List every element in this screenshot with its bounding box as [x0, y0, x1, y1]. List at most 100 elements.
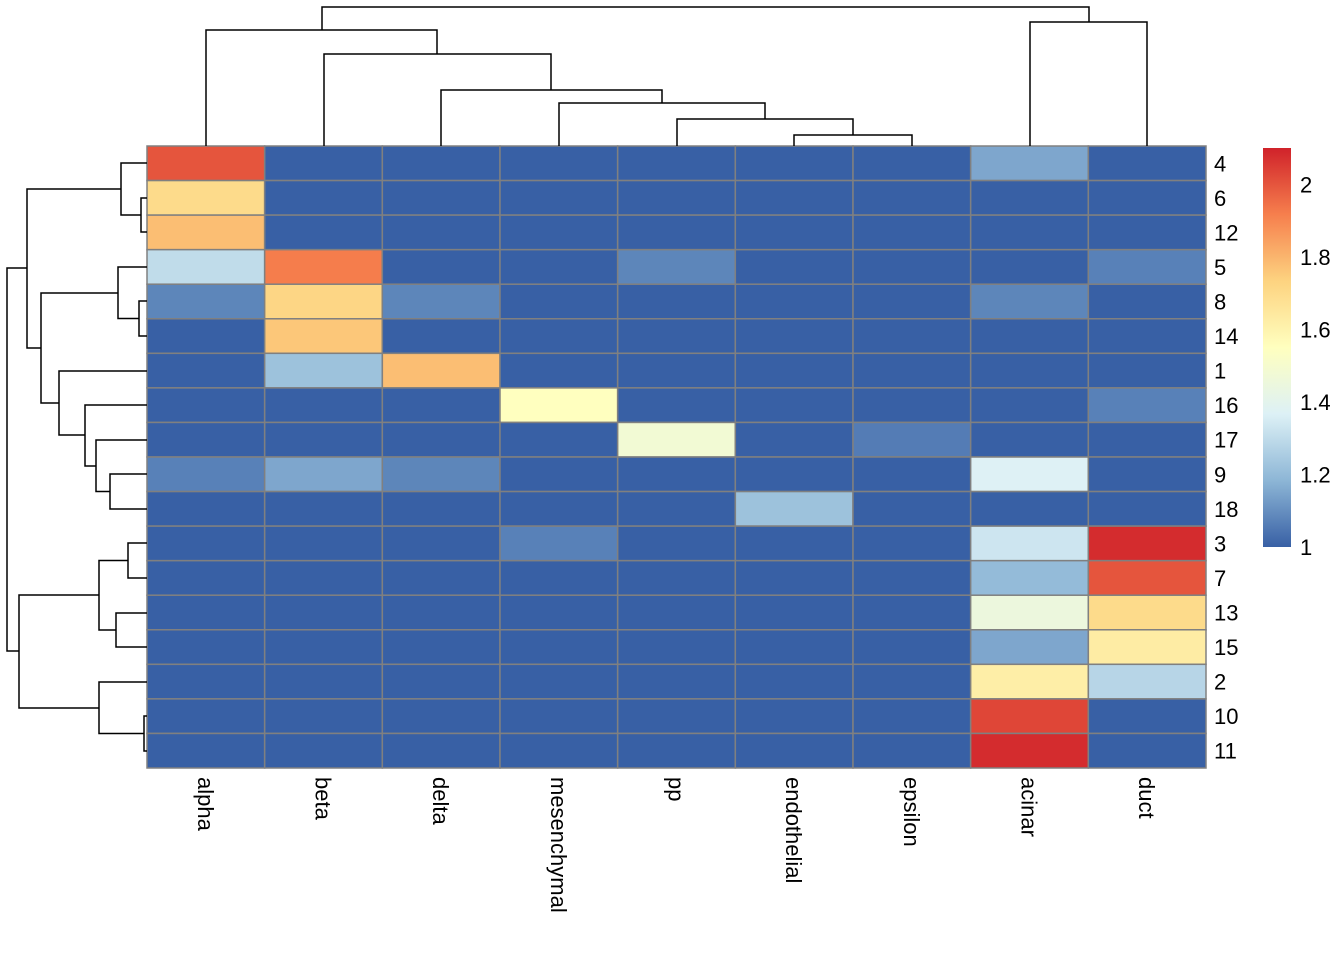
heatmap-cell: [381, 698, 501, 735]
heatmap-cell: [734, 732, 854, 769]
heatmap-cell: [381, 145, 501, 182]
column-label: beta: [311, 777, 336, 821]
heatmap-cell: [852, 456, 972, 493]
heatmap-cell: [263, 387, 384, 424]
heatmap-cell: [616, 283, 737, 320]
row-dendrogram: [6, 162, 147, 752]
heatmap-cell: [734, 525, 854, 562]
heatmap-cell: [734, 698, 854, 735]
heatmap-cell: [381, 214, 501, 251]
heatmap-cell: [852, 387, 972, 424]
heatmap-cell: [146, 421, 266, 458]
heatmap-cell: [969, 421, 1090, 458]
heatmap-cell: [1087, 732, 1207, 769]
heatmap-cell: [734, 318, 854, 355]
heatmap-cell: [381, 283, 501, 320]
column-label: pp: [664, 777, 689, 801]
heatmap-cell: [852, 318, 972, 355]
heatmap-cell: [616, 732, 737, 769]
heatmap-cell: [852, 214, 972, 251]
heatmap-cell: [616, 594, 737, 631]
row-label: 10: [1214, 704, 1238, 729]
heatmap-cell: [734, 490, 854, 527]
heatmap-cell: [1087, 283, 1207, 320]
heatmap-cell: [969, 559, 1090, 596]
row-label: 16: [1214, 393, 1238, 418]
heatmap-cell: [381, 248, 501, 285]
heatmap-cell: [969, 145, 1090, 182]
heatmap-cell: [146, 179, 266, 216]
heatmap-cell: [381, 490, 501, 527]
heatmap-cell: [381, 629, 501, 666]
column-labels: alpha beta delta mesenchymal pp endothelial ep…: [193, 777, 1159, 913]
heatmap-cell: [263, 629, 384, 666]
heatmap-cell: [1087, 559, 1207, 596]
heatmap-cell: [1087, 594, 1207, 631]
heatmap-cell: [1087, 456, 1207, 493]
heatmap-cell: [381, 663, 501, 700]
column-label: acinar: [1017, 777, 1042, 837]
heatmap-cell: [1087, 525, 1207, 562]
heatmap-cell: [1087, 698, 1207, 735]
row-label: 14: [1214, 324, 1238, 349]
heatmap-cell: [146, 248, 266, 285]
heatmap-cell: [263, 456, 384, 493]
legend-tick-label: 2: [1300, 172, 1312, 197]
heatmap-cell: [616, 629, 737, 666]
heatmap-cell: [499, 387, 619, 424]
heatmap-cell: [499, 352, 619, 389]
row-label: 6: [1214, 186, 1226, 211]
column-dendrogram: [205, 6, 1148, 146]
heatmap-cell: [263, 318, 384, 355]
heatmap-cell: [263, 352, 384, 389]
heatmap-cell: [146, 663, 266, 700]
heatmap-cell: [263, 283, 384, 320]
heatmap-cell: [263, 732, 384, 769]
heatmap-cell: [852, 698, 972, 735]
heatmap-cell: [146, 629, 266, 666]
row-label: 5: [1214, 255, 1226, 280]
color-legend: 1 1.2 1.4 1.6 1.8 2: [1263, 148, 1331, 560]
heatmap-cell: [616, 663, 737, 700]
heatmap-cell: [499, 698, 619, 735]
row-label: 1: [1214, 359, 1226, 384]
heatmap-cell: [146, 387, 266, 424]
heatmap-cell: [969, 248, 1090, 285]
heatmap-cell: [381, 179, 501, 216]
heatmap-cell: [852, 145, 972, 182]
heatmap-cell: [499, 559, 619, 596]
heatmap-cell: [263, 525, 384, 562]
row-label: 7: [1214, 566, 1226, 591]
heatmap-cell: [852, 352, 972, 389]
heatmap-cell: [146, 283, 266, 320]
heatmap-cell: [263, 421, 384, 458]
heatmap-cell: [499, 145, 619, 182]
heatmap-cell: [263, 490, 384, 527]
heatmap-cell: [734, 248, 854, 285]
heatmap-cell: [616, 698, 737, 735]
heatmap-cell: [499, 594, 619, 631]
row-label: 4: [1214, 151, 1226, 176]
heatmap-cell: [734, 387, 854, 424]
heatmap-cell: [381, 421, 501, 458]
heatmap-cell: [146, 559, 266, 596]
heatmap-cell: [499, 490, 619, 527]
heatmap-cell: [734, 629, 854, 666]
heatmap-cell: [381, 352, 501, 389]
heatmap-cell: [499, 248, 619, 285]
row-label: 13: [1214, 601, 1238, 626]
heatmap-cell: [734, 663, 854, 700]
heatmap-cells: [146, 145, 1207, 769]
row-label: 9: [1214, 462, 1226, 487]
heatmap-cell: [263, 559, 384, 596]
heatmap-cell: [1087, 490, 1207, 527]
heatmap-cell: [499, 283, 619, 320]
heatmap-cell: [499, 179, 619, 216]
heatmap-cell: [969, 179, 1090, 216]
heatmap-cell: [499, 629, 619, 666]
row-labels: 4 6 12 5 8 14 1 16 17 9 18 3 7 13 15 2 10 11: [1214, 151, 1238, 763]
heatmap-cell: [616, 145, 737, 182]
heatmap-cell: [146, 594, 266, 631]
heatmap-cell: [146, 698, 266, 735]
